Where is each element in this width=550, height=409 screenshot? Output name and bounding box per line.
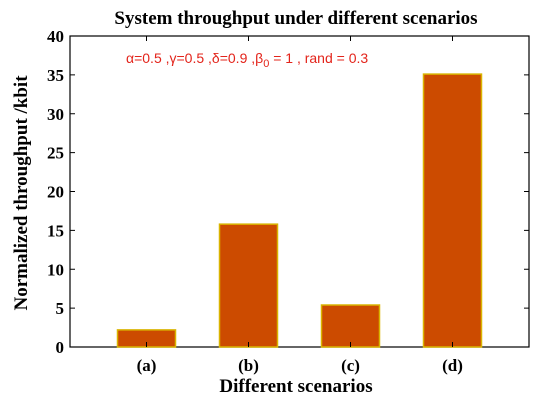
y-axis-label: Normalized throughput /kbit [11,75,32,311]
chart-annotation: α=0.5 ,γ=0.5 ,δ=0.9 ,β0 = 1 , rand = 0.3 [126,50,368,70]
x-tick-label: (a) [137,356,157,375]
bar-b [218,223,279,348]
x-axis-ticks: (a) (b) (c) (d) [137,36,463,375]
annotation-prefix: α=0.5 ,γ=0.5 ,δ=0.9 ,β [126,50,263,66]
chart-title: System throughput under different scenar… [114,8,477,29]
y-tick-label: 35 [47,66,64,85]
y-tick-label: 10 [47,260,64,279]
y-axis-ticks: 0 5 10 15 20 25 30 35 40 [47,27,529,357]
y-tick-label: 40 [47,27,64,46]
y-tick-label: 30 [47,105,64,124]
x-tick-label: (b) [238,356,259,375]
x-tick-label: (c) [341,356,360,375]
bar-c [320,304,381,348]
annotation-suffix: = 1 , rand = 0.3 [269,50,368,66]
y-tick-label: 0 [56,338,65,357]
x-axis-label: Different scenarios [219,376,372,397]
bars-group [116,73,483,348]
y-tick-label: 5 [56,299,65,318]
annotation-subscript: 0 [263,58,269,70]
y-tick-label: 15 [47,221,64,240]
bar-d [422,73,483,348]
y-tick-label: 20 [47,183,64,202]
x-tick-label: (d) [442,356,463,375]
y-tick-label: 25 [47,144,64,163]
